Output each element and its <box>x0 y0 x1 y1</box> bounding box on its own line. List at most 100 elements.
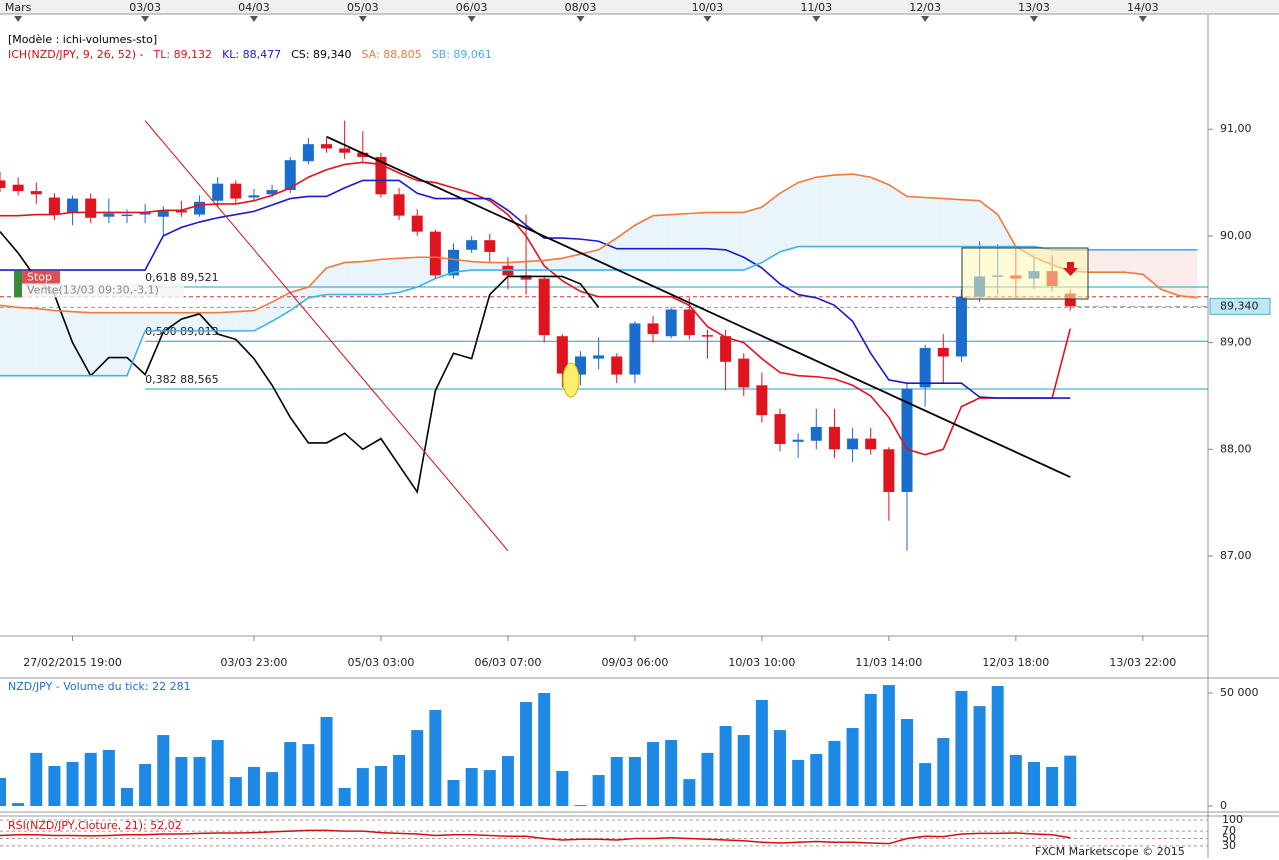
legend-entry: CS: 89,340 <box>291 48 352 61</box>
cloud <box>544 258 563 271</box>
volume-bar <box>193 756 206 807</box>
volume-bar <box>520 702 533 807</box>
day-label: 05/03 <box>347 1 379 14</box>
candle-body <box>919 347 931 388</box>
fib-label: 0,382 88,565 <box>145 373 218 386</box>
cloud <box>834 174 853 247</box>
cloud <box>852 174 871 247</box>
volume-bar <box>229 777 242 807</box>
volume-bar <box>973 706 986 807</box>
cloud <box>798 177 817 247</box>
volume-bar <box>84 752 97 807</box>
legend-entry: KL: 88,477 <box>222 48 282 61</box>
volume-bar <box>574 805 587 807</box>
day-label: 08/03 <box>565 1 597 14</box>
candle-body <box>121 214 133 217</box>
legend: ICH(NZD/JPY, 9, 26, 52) - TL: 89,132 KL: 8… <box>8 47 502 62</box>
candle-body <box>883 449 895 492</box>
indicator-line <box>0 231 600 495</box>
volume-bar <box>465 768 478 807</box>
cloud <box>380 258 400 295</box>
day-marker <box>576 16 585 22</box>
candle-body <box>212 183 224 201</box>
volume-bar <box>501 756 514 807</box>
volume-bar <box>393 754 406 807</box>
day-label: 11/03 <box>800 1 832 14</box>
volume-bar <box>755 700 768 807</box>
y-tick-label: 87,00 <box>1220 549 1252 562</box>
x-tick-label: 06/03 07:00 <box>474 656 541 669</box>
cloud <box>1179 249 1198 298</box>
volume-bar <box>665 740 678 807</box>
volume-bar <box>1009 754 1022 807</box>
candle-body <box>30 191 42 195</box>
y-tick-label: 88,00 <box>1220 442 1252 455</box>
cloud <box>0 305 19 376</box>
volume-bar <box>647 742 660 807</box>
candle-body <box>665 309 677 337</box>
order-label: Vente(13/03 09:30,-3,1) <box>27 283 159 296</box>
cloud <box>671 213 690 271</box>
candle-body <box>647 323 659 335</box>
cloud <box>526 260 545 271</box>
volume-bar <box>302 744 315 807</box>
volume-bar <box>66 761 79 807</box>
candle-body <box>538 278 550 336</box>
volume-bar <box>991 685 1004 807</box>
candle-body <box>720 336 732 362</box>
day-marker <box>812 16 821 22</box>
candle-body <box>774 414 786 444</box>
cloud <box>90 312 109 376</box>
candle-body <box>828 426 840 450</box>
trendline <box>326 135 1071 478</box>
candle-body <box>955 296 967 357</box>
last-price-label: 89,340 <box>1220 299 1259 312</box>
last-price-box <box>1209 297 1271 315</box>
cloud <box>108 312 127 376</box>
x-tick-label: 12/03 18:00 <box>982 656 1049 669</box>
cloud <box>780 182 799 252</box>
candle-body <box>67 198 79 213</box>
order-box <box>22 283 184 298</box>
volume-bar <box>701 752 714 807</box>
y-tick-label: 50 000 <box>1220 686 1259 699</box>
cloud <box>362 259 381 295</box>
candle-body <box>321 144 333 149</box>
day-label: 10/03 <box>692 1 724 14</box>
volume-bar <box>955 690 968 807</box>
candle-body <box>556 336 568 374</box>
candle-body <box>593 355 605 359</box>
volume-bar <box>1046 766 1059 807</box>
volume-bar <box>737 735 750 807</box>
cloud <box>36 308 55 376</box>
day-marker <box>249 16 258 22</box>
day-label: 06/03 <box>456 1 488 14</box>
candle-body <box>12 184 24 192</box>
order-label: Stop <box>27 271 52 284</box>
day-marker <box>358 16 367 22</box>
cloud <box>199 312 218 331</box>
indicator-line <box>0 245 1198 377</box>
day-label: 03/03 <box>129 1 161 14</box>
candle-body <box>411 215 423 232</box>
legend-entry: TL: 89,132 <box>153 48 213 61</box>
day-marker <box>921 16 930 22</box>
candle-body <box>810 426 822 441</box>
volume-bar <box>284 742 297 807</box>
cloud <box>1142 249 1161 290</box>
y-tick-label: 91,00 <box>1220 122 1252 135</box>
volume-bar <box>211 740 224 807</box>
volume-bar <box>846 728 859 807</box>
volume-bar <box>792 759 805 807</box>
y-tick-label: 70 <box>1222 824 1236 837</box>
candle-body <box>683 309 695 336</box>
candle-body <box>847 438 859 450</box>
day-label: 13/03 <box>1018 1 1050 14</box>
cloud <box>907 196 926 247</box>
cloud <box>217 311 236 331</box>
indicator-name: ICH(NZD/JPY, 9, 26, 52) - <box>8 48 144 61</box>
volume-bar <box>610 756 623 807</box>
day-label: 14/03 <box>1127 1 1159 14</box>
